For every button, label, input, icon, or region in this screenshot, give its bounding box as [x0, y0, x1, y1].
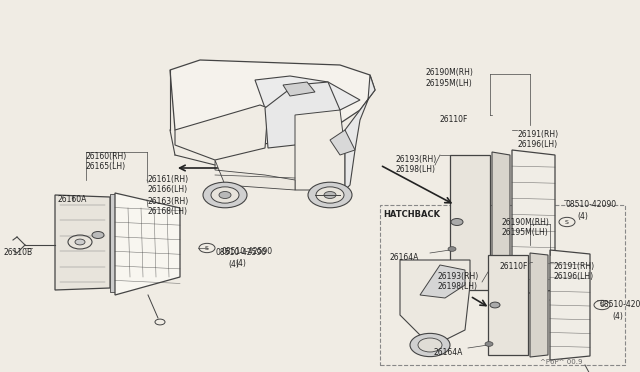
- Polygon shape: [512, 150, 555, 295]
- Circle shape: [418, 338, 442, 352]
- Text: 26191(RH): 26191(RH): [517, 130, 558, 139]
- Polygon shape: [115, 193, 180, 295]
- Polygon shape: [170, 60, 375, 155]
- Polygon shape: [255, 76, 360, 115]
- Circle shape: [448, 247, 456, 251]
- Text: 26164A: 26164A: [390, 253, 419, 262]
- Text: ^P6P^ 00.9: ^P6P^ 00.9: [540, 359, 582, 365]
- Text: 26165(LH): 26165(LH): [86, 162, 126, 171]
- Text: 26164A: 26164A: [434, 348, 463, 357]
- Polygon shape: [450, 155, 490, 290]
- Bar: [380, 205, 625, 365]
- Polygon shape: [110, 194, 118, 292]
- Polygon shape: [530, 253, 548, 357]
- Polygon shape: [215, 160, 295, 190]
- Polygon shape: [283, 82, 315, 96]
- Text: 26190M(RH): 26190M(RH): [502, 218, 550, 227]
- Text: S: S: [600, 302, 604, 308]
- Text: 26198(LH): 26198(LH): [395, 165, 435, 174]
- Text: 08510-42590: 08510-42590: [222, 247, 273, 256]
- Text: HATCHBACK: HATCHBACK: [383, 210, 440, 219]
- Text: 08510-42090: 08510-42090: [600, 300, 640, 309]
- Polygon shape: [265, 82, 340, 148]
- Polygon shape: [55, 195, 110, 290]
- Polygon shape: [175, 105, 268, 160]
- Circle shape: [410, 333, 450, 357]
- Text: 26198(LH): 26198(LH): [438, 282, 478, 291]
- Text: 26163(RH): 26163(RH): [148, 197, 189, 206]
- Text: 26160(RH): 26160(RH): [86, 152, 127, 161]
- Circle shape: [308, 182, 352, 208]
- Circle shape: [211, 187, 239, 203]
- Text: 26110B: 26110B: [3, 248, 32, 257]
- Text: 26161(RH): 26161(RH): [148, 175, 189, 184]
- Circle shape: [219, 192, 231, 199]
- Circle shape: [203, 182, 247, 208]
- Text: 26110F: 26110F: [440, 115, 468, 124]
- Text: (4): (4): [577, 212, 588, 221]
- Text: 26160A: 26160A: [58, 195, 88, 204]
- Polygon shape: [400, 260, 470, 340]
- Text: 08510-42590: 08510-42590: [216, 248, 267, 257]
- Text: (4): (4): [612, 312, 623, 321]
- Text: 26196(LH): 26196(LH): [553, 272, 593, 281]
- Text: 26191(RH): 26191(RH): [553, 262, 594, 271]
- Circle shape: [316, 187, 344, 203]
- Circle shape: [92, 231, 104, 238]
- Polygon shape: [550, 250, 590, 360]
- Text: 26193(RH): 26193(RH): [395, 155, 436, 164]
- Circle shape: [490, 302, 500, 308]
- Circle shape: [75, 239, 85, 245]
- Text: 26196(LH): 26196(LH): [517, 140, 557, 149]
- Text: S: S: [205, 246, 209, 250]
- Text: 26190M(RH): 26190M(RH): [425, 68, 473, 77]
- Polygon shape: [420, 265, 465, 298]
- Text: 26166(LH): 26166(LH): [148, 185, 188, 194]
- Polygon shape: [295, 110, 345, 190]
- Text: 08510-42090: 08510-42090: [565, 200, 616, 209]
- Text: S: S: [565, 219, 569, 224]
- Text: 26195M(LH): 26195M(LH): [425, 79, 472, 88]
- Circle shape: [485, 341, 493, 346]
- Polygon shape: [345, 75, 375, 190]
- Text: 26195M(LH): 26195M(LH): [502, 228, 548, 237]
- Circle shape: [324, 192, 336, 199]
- Text: 26193(RH): 26193(RH): [438, 272, 479, 281]
- Text: (4): (4): [235, 259, 246, 268]
- Text: 26110F: 26110F: [500, 262, 529, 271]
- Polygon shape: [492, 152, 510, 293]
- Text: (4): (4): [228, 260, 239, 269]
- Text: 26168(LH): 26168(LH): [148, 207, 188, 216]
- Polygon shape: [330, 130, 355, 155]
- Circle shape: [451, 218, 463, 225]
- Polygon shape: [488, 255, 528, 355]
